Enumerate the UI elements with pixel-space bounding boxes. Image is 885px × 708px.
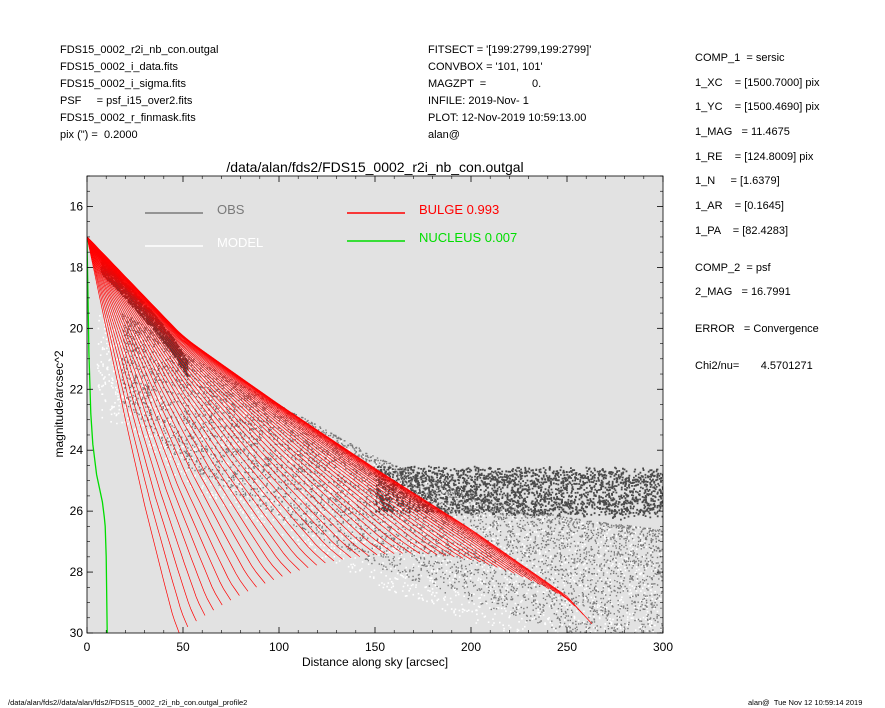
plot-title: /data/alan/fds2/FDS15_0002_r2i_nb_con.ou… bbox=[226, 159, 524, 175]
header-left-line: FDS15_0002_i_data.fits bbox=[60, 61, 179, 73]
header-left: FDS15_0002_r2i_nb_con.outgal FDS15_0002_… bbox=[60, 42, 218, 144]
bulge-curve bbox=[87, 236, 429, 555]
fit-params-panel: COMP_1 = sersic 1_XC = [1500.7000] pix 1… bbox=[695, 51, 819, 383]
bulge-curve bbox=[87, 236, 283, 577]
footer-timestamp: alan@ Tue Nov 12 10:59:14 2019 bbox=[748, 698, 863, 707]
bulge-curve bbox=[87, 236, 257, 588]
footer-path: /data/alan/fds2//data/alan/fds2/FDS15_00… bbox=[8, 698, 248, 707]
y-tick-label: 18 bbox=[70, 260, 84, 274]
bulge-curve bbox=[87, 236, 223, 606]
legend-label: NUCLEUS 0.007 bbox=[419, 230, 517, 245]
bulge-curve bbox=[87, 236, 335, 562]
x-tick-label: 0 bbox=[84, 640, 91, 654]
x-axis-label: Distance along sky [arcsec] bbox=[302, 655, 448, 669]
bulge-curve bbox=[87, 236, 180, 633]
fit-param: 1_RE = [124.8009] pix bbox=[695, 150, 814, 163]
bulge-curve bbox=[87, 236, 472, 561]
header-mid-line: MAGZPT = 0. bbox=[428, 78, 542, 90]
bulge-curve bbox=[87, 236, 292, 574]
header-left-line: FDS15_0002_r2i_nb_con.outgal bbox=[60, 44, 219, 56]
header-left-line: FDS15_0002_i_sigma.fits bbox=[60, 78, 186, 90]
x-tick-label: 50 bbox=[176, 640, 190, 654]
header-mid-line: CONVBOX = '101, 101' bbox=[428, 61, 543, 73]
header-mid-line: PLOT: 12-Nov-2019 10:59:13.00 bbox=[428, 112, 587, 124]
y-tick-label: 20 bbox=[70, 321, 84, 335]
bulge-curve bbox=[87, 236, 369, 556]
bulge-curve bbox=[87, 236, 240, 596]
legend: OBS MODEL BULGE 0.993 NUCLEUS 0.007 bbox=[145, 202, 517, 250]
legend-label: OBS bbox=[217, 202, 245, 217]
bulge-curve bbox=[87, 236, 361, 557]
y-tick-label: 22 bbox=[70, 382, 84, 396]
fit-param: 1_PA = [82.4283] bbox=[695, 224, 789, 237]
bulge-curve bbox=[87, 236, 464, 559]
y-axis-label: magnitude/arcsec^2 bbox=[52, 350, 66, 457]
bulge-curve bbox=[87, 236, 395, 554]
x-tick-label: 300 bbox=[653, 640, 673, 654]
header-mid-line: FITSECT = '[199:2799,199:2799]' bbox=[428, 44, 592, 56]
fit-param: COMP_2 = psf bbox=[695, 261, 771, 274]
fit-chi2: Chi2/nu= 4.5701271 bbox=[695, 359, 813, 372]
axes: 0 50 100 150 200 250 300 16 18 20 22 24 26 28 30 bbox=[70, 175, 673, 654]
y-tick-label: 16 bbox=[70, 199, 84, 213]
header-mid-line: INFILE: 2019-Nov- 1 bbox=[428, 95, 529, 107]
bulge-curve bbox=[87, 236, 318, 566]
obs-sky-band bbox=[375, 465, 663, 521]
bulge-curve bbox=[87, 236, 403, 554]
bulge-curve bbox=[87, 236, 326, 564]
bulge-curve bbox=[87, 236, 206, 616]
bulge-curve bbox=[87, 236, 421, 554]
header-mid-line: alan@ bbox=[428, 129, 460, 141]
bulge-curve bbox=[87, 236, 266, 584]
fit-param: 1_XC = [1500.7000] pix bbox=[695, 76, 820, 89]
bulge-curve bbox=[87, 236, 189, 628]
fit-param: 1_MAG = 11.4675 bbox=[695, 126, 790, 139]
bulge-curve bbox=[87, 236, 300, 571]
bulge-curve bbox=[87, 236, 455, 558]
x-tick-label: 200 bbox=[461, 640, 481, 654]
fit-param: 1_AR = [0.1645] bbox=[695, 200, 784, 213]
obs-cloud bbox=[121, 313, 663, 633]
header-mid: FITSECT = '[199:2799,199:2799]' CONVBOX … bbox=[428, 42, 591, 144]
bulge-curve bbox=[87, 236, 197, 622]
header-left-line: PSF = psf_i15_over2.fits bbox=[60, 95, 193, 107]
legend-label: BULGE 0.993 bbox=[419, 202, 499, 217]
bulge-curve bbox=[87, 236, 593, 625]
x-tick-label: 100 bbox=[269, 640, 289, 654]
bulge-curve bbox=[87, 236, 438, 556]
bulge-curve bbox=[87, 236, 275, 581]
y-tick-label: 28 bbox=[70, 565, 84, 579]
fit-param: 2_MAG = 16.7991 bbox=[695, 286, 791, 299]
y-tick-label: 24 bbox=[70, 443, 84, 457]
fit-param: 1_YC = [1500.4690] pix bbox=[695, 101, 820, 114]
bulge-curve bbox=[87, 236, 249, 592]
header-left-line: pix (") = 0.2000 bbox=[60, 129, 138, 141]
legend-label: MODEL bbox=[217, 235, 263, 250]
bulge-curve bbox=[87, 236, 386, 555]
x-tick-label: 250 bbox=[557, 640, 577, 654]
bulge-curve bbox=[87, 236, 343, 560]
fit-param: 1_N = [1.6379] bbox=[695, 175, 780, 188]
y-tick-label: 30 bbox=[70, 626, 84, 640]
bulge-curve bbox=[87, 236, 309, 568]
y-tick-label: 26 bbox=[70, 504, 84, 518]
x-tick-label: 150 bbox=[365, 640, 385, 654]
nucleus-curve bbox=[87, 239, 108, 633]
fit-param: COMP_1 = sersic bbox=[695, 52, 785, 64]
fit-error: ERROR = Convergence bbox=[695, 322, 819, 335]
bulge-fan bbox=[87, 236, 593, 633]
nucleus-line bbox=[87, 239, 108, 633]
bulge-curve bbox=[87, 236, 214, 611]
bulge-curve bbox=[87, 236, 352, 559]
plot-background bbox=[87, 176, 663, 633]
bulge-curve bbox=[87, 236, 446, 557]
bulge-curve bbox=[87, 236, 378, 556]
bulge-curve bbox=[87, 236, 232, 601]
header-left-line: FDS15_0002_r_finmask.fits bbox=[60, 112, 196, 124]
bulge-curve bbox=[87, 236, 412, 554]
